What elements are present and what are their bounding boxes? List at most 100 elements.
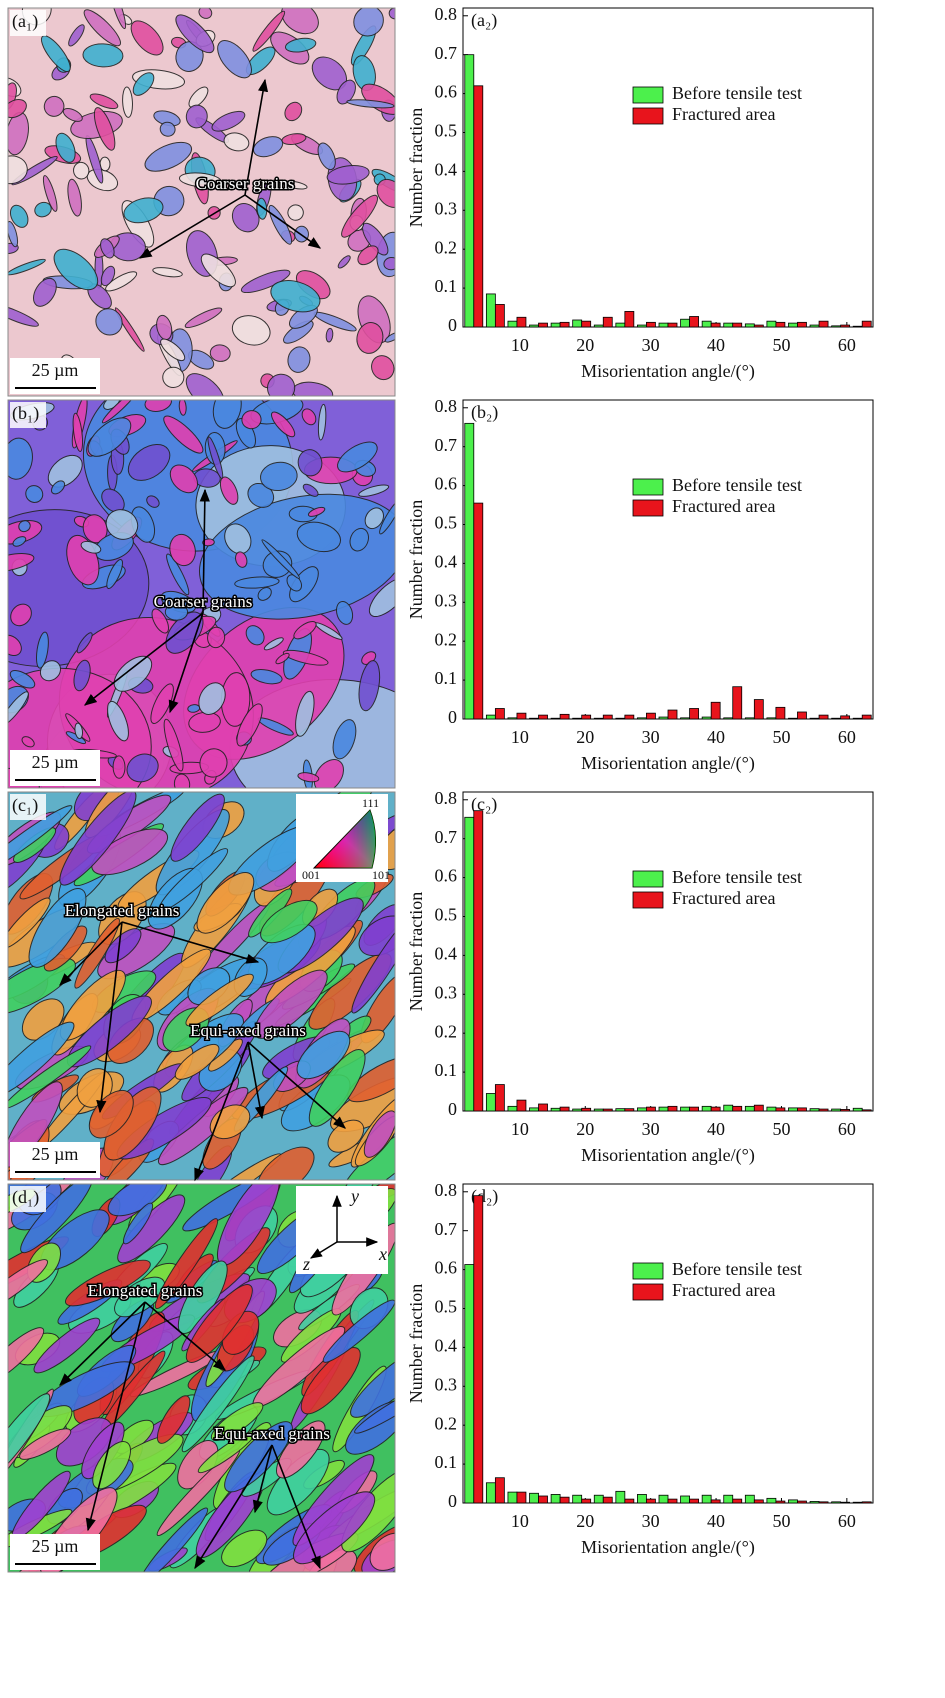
bar xyxy=(788,718,797,719)
y-tick-label: 0.1 xyxy=(435,1452,458,1472)
bar xyxy=(767,1498,776,1503)
bar xyxy=(702,1106,711,1111)
y-tick-label: 0.2 xyxy=(435,237,458,257)
bar xyxy=(573,718,582,719)
y-tick-label: 0.3 xyxy=(435,590,458,610)
y-axis-label: Number fraction xyxy=(406,500,426,619)
x-tick-label: 30 xyxy=(642,727,660,747)
bar xyxy=(767,718,776,719)
annotation: Equi-axed grains xyxy=(214,1424,330,1443)
bar xyxy=(702,1495,711,1503)
bar xyxy=(551,718,560,719)
x-tick-label: 60 xyxy=(838,727,856,747)
bar xyxy=(539,1496,548,1503)
bar xyxy=(616,323,625,327)
scale-bar-label: 25 µm xyxy=(32,1536,79,1556)
legend-label: Fractured area xyxy=(672,1280,775,1300)
bar xyxy=(659,717,668,719)
bar xyxy=(819,1109,828,1111)
bar xyxy=(594,1495,603,1503)
bar xyxy=(754,1105,763,1111)
bar xyxy=(788,1108,797,1111)
bar xyxy=(495,304,504,327)
bar xyxy=(745,324,754,327)
legend-swatch xyxy=(633,108,663,124)
axis-label: y xyxy=(349,1186,359,1206)
bar xyxy=(582,1108,591,1111)
x-tick-label: 50 xyxy=(772,1119,790,1139)
bar xyxy=(625,1109,634,1111)
y-tick-label: 0.6 xyxy=(435,1258,458,1278)
legend-swatch xyxy=(633,1263,663,1279)
bar xyxy=(668,1499,677,1503)
y-tick-label: 0.8 xyxy=(435,788,458,808)
bar xyxy=(690,1499,699,1503)
y-tick-label: 0.7 xyxy=(435,827,458,847)
legend-label: Fractured area xyxy=(672,888,775,908)
bar xyxy=(508,1106,517,1111)
bar xyxy=(681,319,690,327)
bar xyxy=(495,1085,504,1111)
bar xyxy=(797,322,806,327)
bar xyxy=(539,1104,548,1111)
bar xyxy=(560,714,569,719)
y-axis-label: Number fraction xyxy=(406,108,426,227)
y-tick-label: 0.4 xyxy=(435,552,458,572)
plot-frame xyxy=(463,1184,873,1503)
bar xyxy=(474,86,483,327)
y-tick-label: 0.3 xyxy=(435,198,458,218)
bar xyxy=(517,713,526,719)
legend-swatch xyxy=(633,1284,663,1300)
bar xyxy=(711,1500,720,1503)
y-axis-label: Number fraction xyxy=(406,1284,426,1403)
bar xyxy=(776,322,785,327)
bar xyxy=(690,708,699,719)
bar xyxy=(486,1093,495,1111)
x-tick-label: 30 xyxy=(642,1511,660,1531)
bar xyxy=(495,1478,504,1503)
bar xyxy=(625,715,634,719)
bar xyxy=(474,503,483,719)
y-tick-label: 0.5 xyxy=(435,905,458,925)
bar xyxy=(853,718,862,719)
bar xyxy=(862,321,871,327)
x-tick-label: 30 xyxy=(642,335,660,355)
bar xyxy=(594,325,603,327)
bar xyxy=(862,715,871,719)
bar xyxy=(625,1499,634,1503)
y-tick-label: 0.8 xyxy=(435,1180,458,1200)
bar xyxy=(754,1500,763,1503)
bar xyxy=(616,718,625,719)
bar xyxy=(465,55,474,327)
legend-label: Before tensile test xyxy=(672,867,802,887)
plot-frame xyxy=(463,8,873,327)
bar xyxy=(659,323,668,327)
y-tick-label: 0.1 xyxy=(435,276,458,296)
y-axis-label: Number fraction xyxy=(406,892,426,1011)
legend-label: Fractured area xyxy=(672,496,775,516)
bar xyxy=(582,1499,591,1503)
bar xyxy=(702,717,711,719)
y-tick-label: 0 xyxy=(448,707,457,727)
bar xyxy=(810,1501,819,1503)
bar xyxy=(517,1492,526,1503)
bar xyxy=(646,713,655,719)
x-tick-label: 40 xyxy=(707,1119,725,1139)
bar xyxy=(745,1106,754,1111)
bar xyxy=(776,1501,785,1503)
bar xyxy=(551,1108,560,1111)
bar xyxy=(745,1495,754,1503)
inset-label: 101 xyxy=(372,868,390,882)
grain xyxy=(113,756,125,779)
x-tick-label: 60 xyxy=(838,1119,856,1139)
y-tick-label: 0.5 xyxy=(435,1297,458,1317)
bar xyxy=(508,718,517,719)
grain xyxy=(162,367,184,388)
bar xyxy=(832,326,841,327)
bar xyxy=(853,1502,862,1503)
bar xyxy=(724,323,733,327)
bar xyxy=(486,294,495,327)
bar xyxy=(767,321,776,327)
y-tick-label: 0.5 xyxy=(435,121,458,141)
bar xyxy=(659,1495,668,1503)
